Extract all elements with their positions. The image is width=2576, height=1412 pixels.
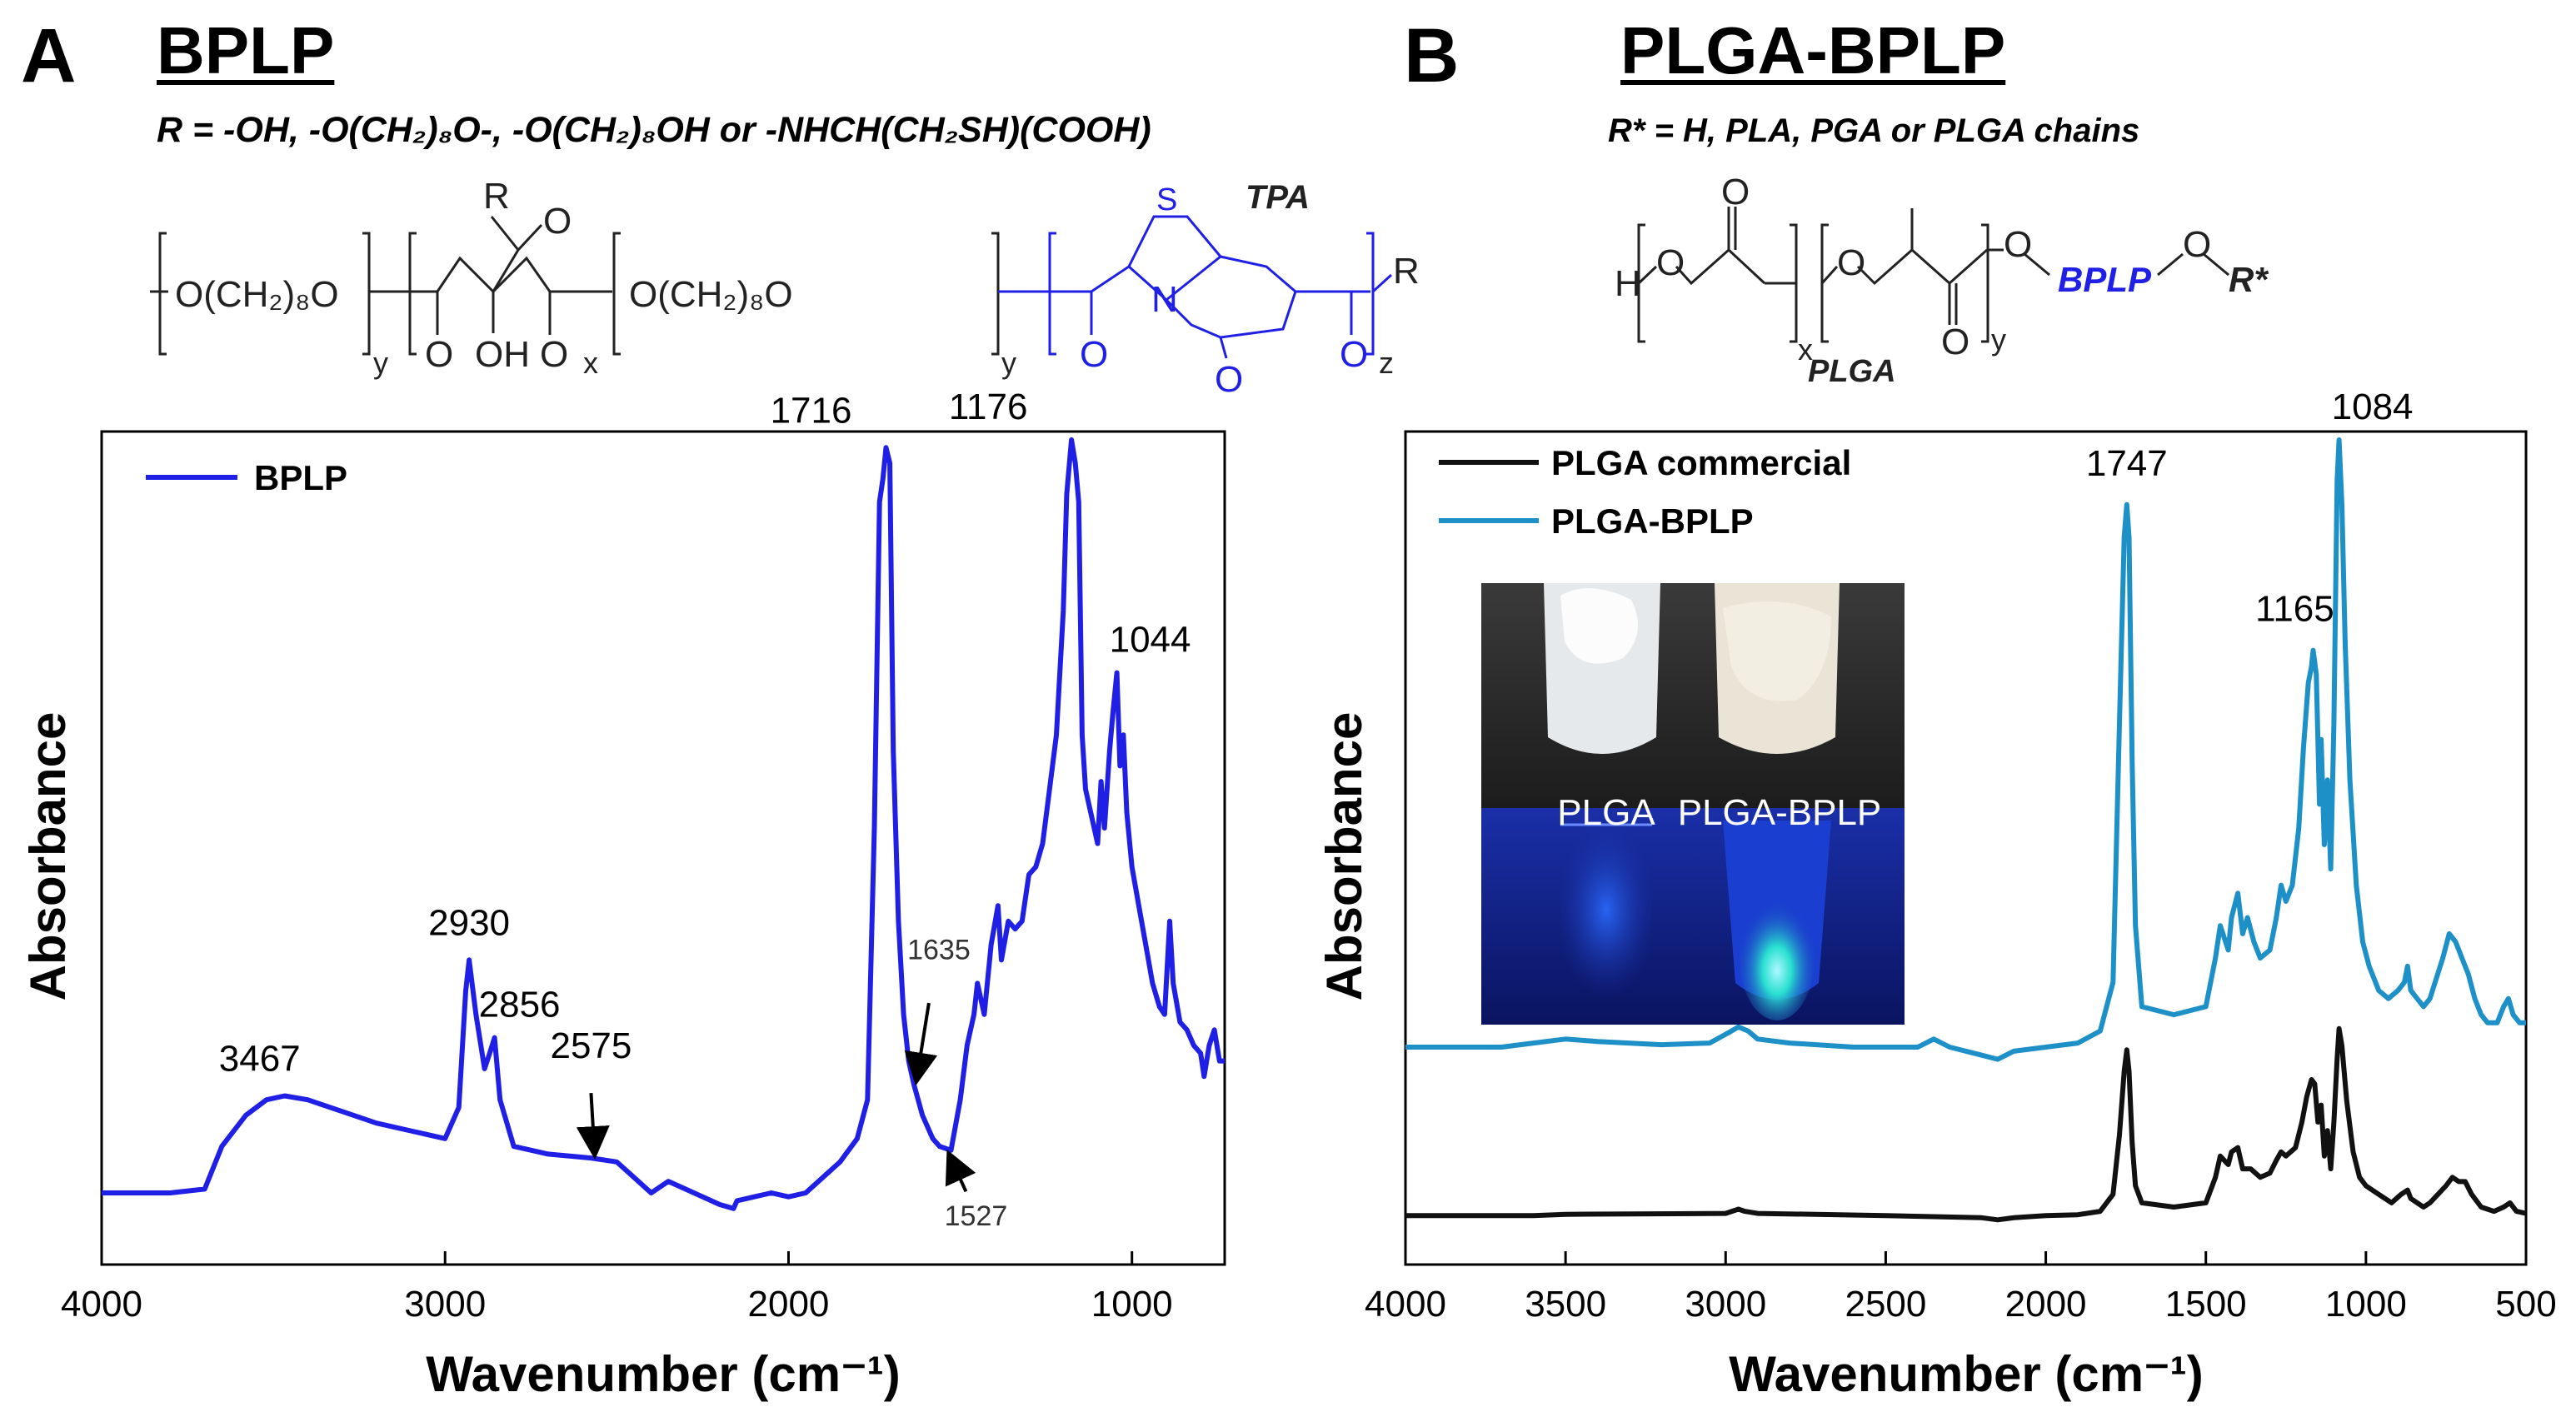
panel-a-structure: O(CH₂)₈O y R O O OH O x O(CH₂)₈O y O S N… (150, 176, 1420, 400)
a-o1: O (543, 201, 572, 242)
panel-a-title: BPLP (157, 13, 335, 87)
a-sub-y2: y (1001, 346, 1016, 380)
chart-b-tick-label: 500 (2495, 1284, 2556, 1325)
chart-b-series-plga-bplp (1405, 437, 2526, 1062)
a-n: N (1151, 279, 1178, 320)
chart-b-tick-label: 4000 (1365, 1284, 1446, 1325)
b-o5: O (2004, 224, 2032, 265)
chart-a-peak-label-1044: 1044 (1110, 620, 1191, 661)
a-sub-y: y (373, 346, 388, 380)
chart-b-plot-frame (1404, 430, 2528, 1266)
inset-photo: PLGA PLGA-BPLP (1481, 583, 1905, 1025)
inset-tube-plga-uv (1556, 821, 1656, 1000)
inset-label-plga-bplp: PLGA-BPLP (1678, 792, 1882, 833)
chart-a-peak-label-1176: 1176 (949, 387, 1028, 427)
a-tpa: TPA (1246, 179, 1310, 216)
chart-b-tick-label: 3000 (1685, 1284, 1766, 1325)
b-h: H (1615, 263, 1641, 304)
panel-a-r-definition: R = -OH, -O(CH₂)₈O-, -O(CH₂)₈OH or -NHCH… (157, 110, 1151, 150)
chart-b-legend-label-2: PLGA-BPLP (1551, 501, 1754, 541)
a-sub-x: x (583, 346, 598, 380)
a-sub-z: z (1379, 346, 1394, 380)
a-o5: O (1215, 359, 1243, 400)
chart-a-peak-label-3467: 3467 (219, 1039, 301, 1080)
chart-b-legend-label-1: PLGA commercial (1551, 443, 1851, 482)
panel-b-title: PLGA-BPLP (1620, 13, 2006, 87)
chart-a-xlabel: Wavenumber (cm⁻¹) (426, 1346, 901, 1402)
chart-b-peak-label-1165: 1165 (2255, 589, 2334, 630)
a-o4: O (1080, 334, 1108, 375)
chart-a-peak-label-2856: 2856 (479, 985, 561, 1025)
chart-a-tick-label: 2000 (748, 1284, 830, 1325)
b-rstar: R* (2229, 260, 2269, 299)
chart-a-peak-label-1716: 1716 (771, 390, 852, 431)
chart-a-tick-label: 1000 (1091, 1284, 1173, 1325)
a-r2: R (1393, 251, 1420, 292)
chart-b-tick-label: 1500 (2165, 1284, 2247, 1325)
b-o3: O (1837, 242, 1865, 283)
chart-a-peak-label-1527: 1527 (945, 1200, 1008, 1232)
chart-b: 4000 3500 3000 2500 2000 1500 1000 500 1747 1165… (1316, 387, 2557, 1402)
panel-b-r-definition: R* = H, PLA, PGA or PLGA chains (1608, 112, 2140, 149)
b-o6: O (2183, 224, 2211, 265)
chart-a-peak-label-2930: 2930 (428, 902, 510, 943)
a-oh: OH (475, 334, 530, 375)
a-o2: O (425, 334, 453, 375)
chart-a-arrow-1527 (945, 1149, 976, 1193)
chart-b-series-plga-commercial (1405, 1025, 2527, 1223)
panel-a-letter: A (21, 13, 77, 98)
chart-a-arrow-2575 (576, 1092, 610, 1160)
chart-b-peak-label-1747: 1747 (2086, 443, 2168, 484)
a-o3: O (540, 334, 568, 375)
chart-b-peak-label-1084: 1084 (2332, 387, 2414, 427)
chart-a-arrow-1635 (904, 1002, 938, 1086)
b-bplp: BPLP (2058, 260, 2152, 299)
panel-b-letter: B (1404, 13, 1460, 98)
chart-a-series-bplp (102, 437, 1225, 1211)
chart-a-plot-frame (100, 430, 1226, 1266)
chart-a-tick-label: 4000 (61, 1284, 142, 1325)
a-s: S (1156, 182, 1177, 217)
b-o2: O (1721, 172, 1750, 212)
chart-b-tick-label: 2500 (1845, 1284, 1926, 1325)
chart-a-peak-label-2575: 2575 (550, 1025, 632, 1066)
a-unit1: O(CH₂)₈O (175, 274, 339, 315)
chart-a-tick-label: 3000 (404, 1284, 486, 1325)
chart-b-xlabel: Wavenumber (cm⁻¹) (1729, 1346, 2204, 1402)
inset-label-plga: PLGA (1557, 792, 1655, 833)
b-plga: PLGA (1808, 354, 1896, 389)
a-r: R (483, 176, 510, 217)
chart-a-peak-label-1635: 1635 (907, 935, 971, 966)
panel-b-structure: H O O x O O y O O BPLP R* PLGA (1615, 172, 2269, 389)
chart-b-tick-label: 1000 (2325, 1284, 2407, 1325)
b-o4: O (1941, 322, 1969, 362)
chart-b-tick-label: 3500 (1525, 1284, 1606, 1325)
chart-a-ylabel: Absorbance (20, 712, 76, 1001)
chart-b-ylabel: Absorbance (1316, 712, 1372, 1001)
b-y: y (1991, 322, 2006, 357)
chart-a-legend-label: BPLP (254, 458, 347, 497)
a-o6: O (1340, 334, 1368, 375)
b-o1: O (1656, 242, 1685, 283)
b-x: x (1798, 332, 1813, 367)
chart-b-tick-label: 2000 (2005, 1284, 2087, 1325)
a-unit2: O(CH₂)₈O (629, 274, 793, 315)
